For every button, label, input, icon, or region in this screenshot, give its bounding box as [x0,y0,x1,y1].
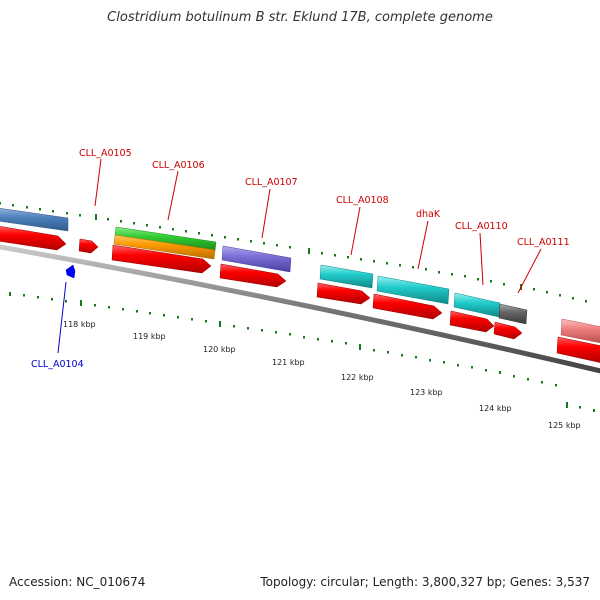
cds-arrows[interactable] [0,226,600,363]
map-title: Clostridium botulinum B str. Eklund 17B,… [107,10,493,25]
feature-bar-cyan [376,275,450,305]
tick-label: 122 kbp [341,373,374,382]
feature-bar-purple [221,245,292,273]
gene-labels: CLL_A0105 CLL_A0106 CLL_A0107 CLL_A0108 … [31,148,570,370]
cds-arrow [78,238,99,254]
feature-bar-cyan [319,264,374,289]
feature-bar-steelblue [0,208,69,232]
gene-label: CLL_A0106 [152,160,205,171]
feature-bar-pink [560,318,600,344]
tick-label: 118 kbp [63,320,96,329]
bottom-ticks [9,292,595,412]
tick-label: 124 kbp [479,404,512,413]
cds-arrow [449,310,495,333]
tick-label: 123 kbp [410,388,443,397]
feature-bar-gray [498,303,528,325]
feature-bar-orange [113,234,216,260]
cds-arrow [111,244,212,274]
kbp-labels: 118 kbp 119 kbp 120 kbp 121 kbp 122 kbp … [63,320,581,430]
leader-lines [57,158,542,354]
reverse-cds-arrow [65,264,76,279]
gene-label: dhaK [416,209,441,220]
cds-arrow [316,282,371,305]
feature-bars[interactable] [0,208,600,344]
tick-label: 125 kbp [548,421,581,430]
gene-label: CLL_A0108 [336,195,389,206]
cds-arrow [556,336,600,363]
tick-label: 119 kbp [133,332,166,341]
genome-summary: Topology: circular; Length: 3,800,327 bp… [260,575,590,589]
genome-backbone [0,244,600,374]
gene-label: CLL_A0104 [31,359,84,370]
gene-label: CLL_A0107 [245,177,298,188]
cds-arrow [219,263,287,288]
top-ticks [0,202,587,303]
gene-label: CLL_A0111 [517,237,570,248]
cds-arrow [372,293,443,320]
tick-label: 121 kbp [272,358,305,367]
accession-text: Accession: NC_010674 [9,575,146,589]
cds-arrow [493,321,523,340]
gene-label: CLL_A0110 [455,221,508,232]
tick-label: 120 kbp [203,345,236,354]
gene-label: CLL_A0105 [79,148,132,159]
cds-arrow [0,226,67,251]
